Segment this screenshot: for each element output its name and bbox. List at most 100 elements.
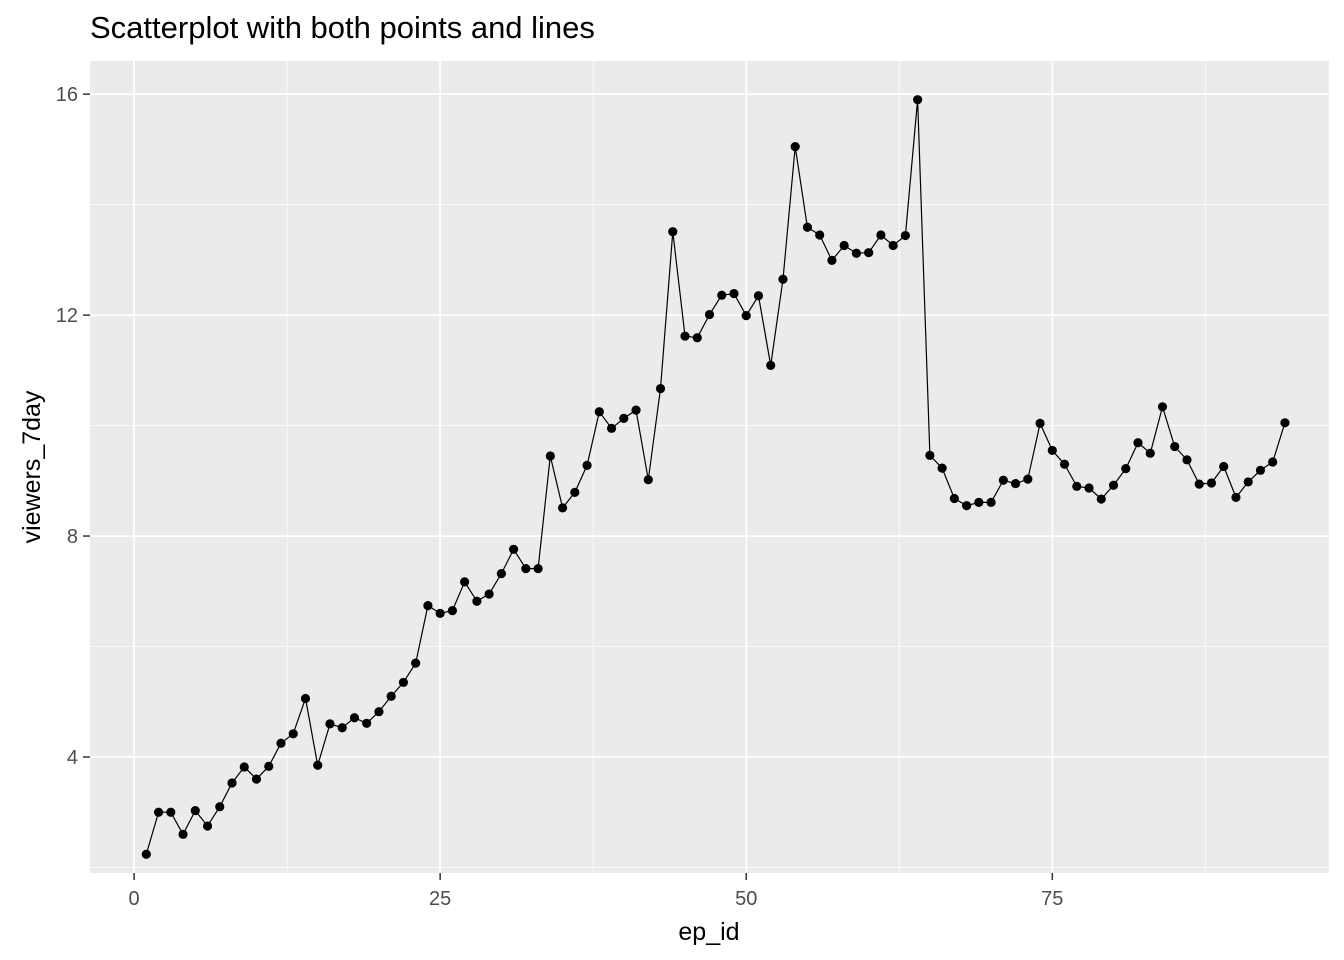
data-point xyxy=(790,142,800,152)
data-point xyxy=(300,693,311,704)
data-point xyxy=(325,719,335,729)
data-point xyxy=(460,577,470,587)
minor-gridlines xyxy=(90,61,1329,873)
data-point xyxy=(362,718,372,728)
data-point xyxy=(986,497,996,507)
data-point xyxy=(398,677,409,688)
data-point xyxy=(239,762,249,772)
data-point xyxy=(778,274,788,284)
data-point xyxy=(349,713,360,723)
data-point xyxy=(1157,402,1168,412)
data-point xyxy=(1182,455,1192,465)
data-point xyxy=(1047,445,1057,456)
data-point xyxy=(668,227,678,237)
data-point xyxy=(974,497,984,507)
data-point xyxy=(435,608,445,618)
data-point xyxy=(998,475,1008,485)
y-tick-label: 12 xyxy=(56,305,78,327)
data-point xyxy=(411,658,421,668)
data-point xyxy=(521,564,531,574)
data-point xyxy=(166,807,176,817)
data-point xyxy=(741,311,751,321)
data-point xyxy=(1170,441,1180,452)
x-axis-title: ep_id xyxy=(678,918,739,946)
data-point xyxy=(533,564,543,574)
data-point xyxy=(876,230,886,240)
data-point xyxy=(496,569,506,579)
data-point xyxy=(178,829,188,839)
data-point xyxy=(1243,477,1253,487)
data-point xyxy=(1072,481,1082,491)
data-point xyxy=(619,413,629,423)
data-point xyxy=(545,451,555,461)
data-point xyxy=(582,460,592,470)
data-point xyxy=(264,761,274,771)
series-line xyxy=(145,99,1286,855)
axis-ticks xyxy=(83,93,1054,880)
data-point xyxy=(1035,418,1045,428)
data-point xyxy=(190,805,200,816)
data-point xyxy=(141,849,151,859)
data-point xyxy=(484,589,494,599)
data-point xyxy=(1280,418,1290,428)
axis-tick-labels: 0 25 50 75 4 8 12 16 xyxy=(56,84,1064,910)
data-point xyxy=(1194,479,1204,489)
data-point xyxy=(472,596,482,606)
data-point xyxy=(1108,480,1119,490)
data-point xyxy=(251,774,262,784)
data-point xyxy=(729,288,739,299)
data-point xyxy=(594,407,604,417)
y-tick-label: 4 xyxy=(67,747,78,769)
data-point xyxy=(753,291,764,301)
data-point xyxy=(692,333,702,343)
data-point xyxy=(643,475,653,485)
data-point xyxy=(386,691,396,701)
data-point xyxy=(864,248,874,258)
chart-title: Scatterplot with both points and lines xyxy=(90,10,595,45)
data-point xyxy=(949,493,959,504)
data-point xyxy=(288,729,298,739)
data-point xyxy=(1206,478,1217,488)
data-point xyxy=(655,383,666,394)
data-point xyxy=(680,331,690,341)
data-point xyxy=(215,802,225,812)
data-point xyxy=(631,405,641,415)
data-point xyxy=(815,230,825,240)
data-point xyxy=(276,738,286,748)
y-axis-title: viewers_7day xyxy=(18,390,46,543)
data-point xyxy=(557,503,568,513)
data-point xyxy=(509,544,519,554)
x-tick-label: 25 xyxy=(429,888,451,910)
data-point xyxy=(570,487,580,498)
x-tick-label: 0 xyxy=(129,888,140,910)
data-point xyxy=(851,248,862,258)
data-point xyxy=(202,821,213,831)
data-point xyxy=(1133,438,1143,448)
data-point xyxy=(766,360,776,370)
data-point xyxy=(1121,464,1131,474)
data-point xyxy=(839,240,849,251)
data-point xyxy=(1219,461,1229,472)
data-point xyxy=(447,606,457,616)
plot-panel xyxy=(90,61,1329,873)
data-point xyxy=(937,463,947,473)
data-point xyxy=(962,501,972,511)
data-point xyxy=(827,255,837,266)
x-tick-label: 75 xyxy=(1041,888,1063,910)
data-point xyxy=(925,450,935,460)
y-tick-label: 8 xyxy=(67,526,78,548)
y-tick-label: 16 xyxy=(56,84,78,106)
data-point xyxy=(1096,494,1106,504)
data-point xyxy=(1059,459,1070,469)
data-point xyxy=(1145,448,1155,458)
data-point xyxy=(704,309,715,320)
data-point xyxy=(227,778,237,788)
data-point xyxy=(1231,492,1241,502)
data-point xyxy=(1010,478,1021,489)
data-point xyxy=(423,601,433,611)
data-point xyxy=(802,222,813,232)
data-point xyxy=(1023,474,1033,484)
data-point xyxy=(153,807,164,817)
x-tick-label: 50 xyxy=(735,888,757,910)
